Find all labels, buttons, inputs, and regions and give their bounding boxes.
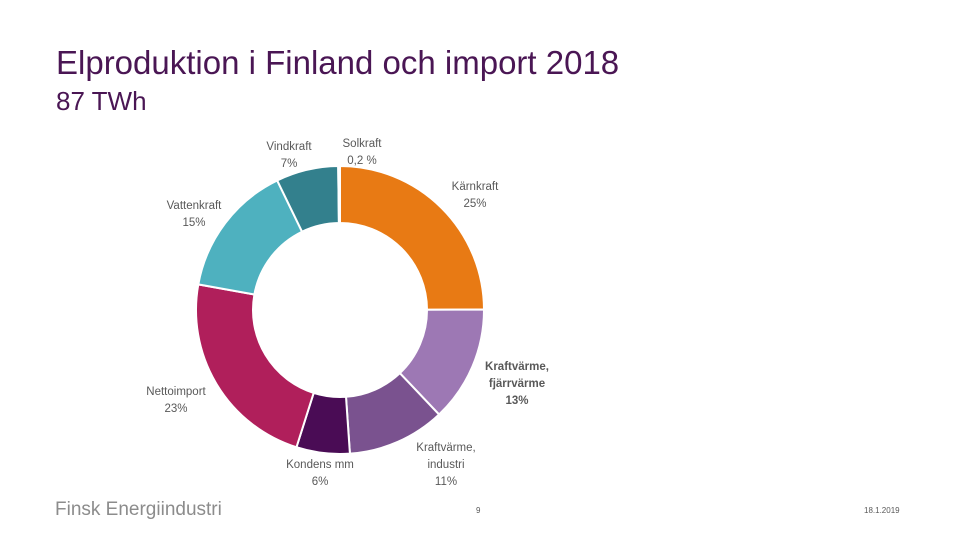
slide-date: 18.1.2019 [864, 506, 900, 515]
page-number: 9 [476, 506, 481, 515]
slice-label-solkraft: Solkraft 0,2 % [343, 138, 383, 167]
slice-nettoimport [195, 283, 315, 449]
slice-label-vindkraft: Vindkraft 7% [266, 141, 312, 170]
slice-label-nettoimport: Nettoimport 23% [146, 386, 206, 415]
slice-label-kraftv-rme-fj-rrv-rme: Kraftvärme, fjärrvärme 13% [485, 361, 549, 407]
slice-solkraft [337, 164, 341, 225]
slice-label-k-rnkraft: Kärnkraft 25% [452, 181, 499, 210]
slide-subtitle: 87 TWh [56, 86, 147, 116]
slice-k-rnkraft [339, 164, 486, 311]
slice-label-kraftv-rme-industri: Kraftvärme, industri 11% [416, 442, 475, 488]
slide-title: Elproduktion i Finland och import 2018 [56, 44, 620, 81]
slice-label-vattenkraft: Vattenkraft 15% [167, 200, 223, 229]
slice-label-kondens-mm: Kondens mm 6% [286, 459, 354, 488]
company-logo: Finsk Energiindustri [55, 499, 222, 520]
